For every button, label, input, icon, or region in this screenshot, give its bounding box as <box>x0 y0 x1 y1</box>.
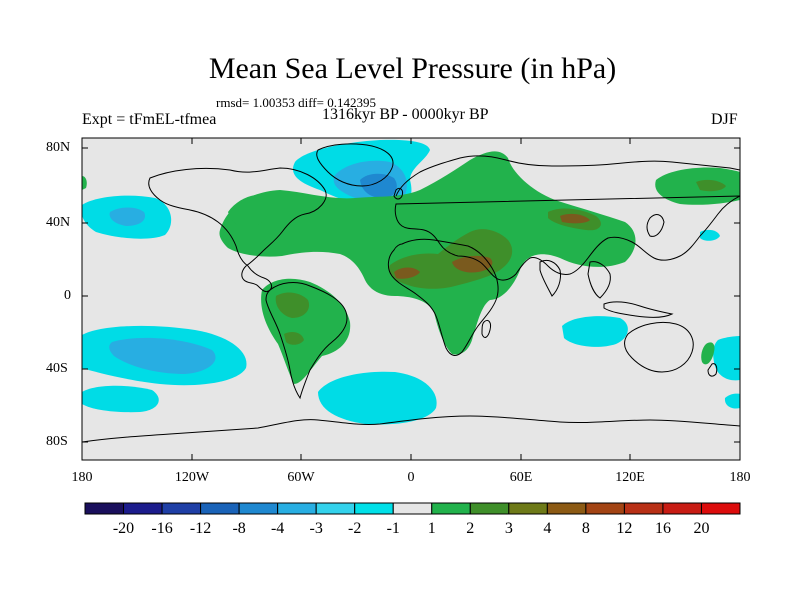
anomaly-pos-west-edge <box>82 176 87 190</box>
colorbar-swatch <box>200 502 240 515</box>
colorbar-tick-label: 1 <box>427 520 436 537</box>
colorbar-tick-label: -16 <box>151 520 173 537</box>
lon-label-180w: 180 <box>71 470 93 485</box>
anomaly-neg-nw-pacific <box>700 229 720 241</box>
lat-label-40n: 40N <box>46 215 71 230</box>
coastline-india <box>539 259 561 297</box>
colorbar-swatch <box>662 502 702 515</box>
anomaly-pos-caspian-dark <box>560 213 590 224</box>
lat-label-80n: 80N <box>46 140 71 155</box>
colorbar-tick-label: -1 <box>386 520 400 537</box>
anomaly-neg-south-atlantic <box>318 371 437 425</box>
lon-label-60e: 60E <box>509 470 533 485</box>
anomaly-neg-south-east-pacific <box>713 336 740 381</box>
coastlines <box>82 143 740 443</box>
colorbar-swatch <box>354 502 394 515</box>
coastline-new-zealand <box>707 363 718 377</box>
anomaly-field <box>82 139 740 443</box>
colorbar-swatch <box>431 502 471 515</box>
colorbar-swatch <box>238 502 279 515</box>
colorbar <box>84 502 741 515</box>
season-label: DJF <box>711 111 738 128</box>
coastline-africa <box>387 238 499 356</box>
experiment-label: Expt = tFmEL-tfmea <box>82 111 217 128</box>
anomaly-pos-south-america-south <box>284 332 304 345</box>
lat-ticks <box>82 147 740 443</box>
anomaly-pos-east-siberia <box>655 167 740 205</box>
colorbar-swatch <box>469 502 510 515</box>
colorbar-tick-label: 4 <box>543 520 552 537</box>
colorbar-swatch <box>161 502 202 515</box>
colorbar-tick-label: -20 <box>112 520 135 537</box>
anomaly-neg-indian-ocean <box>562 316 628 347</box>
colorbar-swatch <box>585 502 625 515</box>
coastline-north-america <box>148 167 327 293</box>
colorbar-swatch <box>123 502 163 515</box>
colorbar-tick-label: 2 <box>466 520 475 537</box>
lon-ticks <box>81 138 741 460</box>
colorbar-swatch <box>508 502 548 515</box>
colorbar-tick-label: -4 <box>270 520 285 537</box>
colorbar-tick-label: -3 <box>309 520 323 537</box>
coastline-uk <box>393 187 403 200</box>
anomaly-pos-north-africa-mid <box>388 229 513 289</box>
lon-label-120w: 120W <box>174 470 210 485</box>
coastline-indonesia <box>603 301 674 318</box>
colorbar-swatch <box>546 502 587 515</box>
lat-label-80s: 80S <box>46 434 68 449</box>
anomaly-pos-arabia-dark <box>452 255 493 273</box>
coastline-madagascar <box>481 319 491 338</box>
colorbar-tick-label: 20 <box>693 520 710 537</box>
colorbar-tick-label: 12 <box>616 520 633 537</box>
colorbar-tick-label: 8 <box>581 520 590 537</box>
anomaly-neg-south-pacific-west <box>82 385 159 413</box>
anomaly-neg-south-pacific-core <box>109 337 216 374</box>
lon-label-120e: 120E <box>615 470 645 485</box>
colorbar-tick-label: 16 <box>654 520 671 537</box>
colorbar-tick-label: -12 <box>189 520 212 537</box>
colorbar-swatch <box>623 502 664 515</box>
anomaly-pos-south-east-pacific <box>701 342 715 365</box>
lat-label-0: 0 <box>64 288 71 303</box>
anomaly-pos-south-america-mid <box>275 292 310 318</box>
coastline-eurasia <box>394 155 740 281</box>
coastline-south-america <box>265 282 348 400</box>
coastline-greenland <box>316 143 394 187</box>
anomaly-neg-far-south-east <box>724 393 740 409</box>
lon-label-0: 0 <box>407 470 415 485</box>
period-label: 1316kyr BP - 0000kyr BP <box>322 106 489 123</box>
colorbar-tick-label: -2 <box>348 520 362 537</box>
lon-label-60w: 60W <box>287 470 315 485</box>
colorbar-tick-label: -8 <box>232 520 246 537</box>
stats-line: rmsd= 1.00353 diff= 0.142395 <box>216 95 376 110</box>
anomaly-pos-east-siberia-dark <box>696 179 726 192</box>
lat-label-40s: 40S <box>46 361 68 376</box>
anomaly-pos-north-america <box>228 194 271 228</box>
colorbar-swatch <box>277 502 317 515</box>
colorbar-swatch <box>700 502 741 515</box>
lon-label-180e: 180 <box>729 470 751 485</box>
anomaly-pos-sahara-dark <box>394 267 420 279</box>
map-title: Mean Sea Level Pressure (in hPa) <box>208 52 617 85</box>
colorbar-swatch <box>315 502 356 515</box>
coastline-southeast-asia <box>587 261 611 299</box>
anomaly-neg-north-pacific-core <box>109 207 146 226</box>
colorbar-swatch <box>84 502 125 515</box>
coastline-japan <box>646 214 665 237</box>
colorbar-swatch <box>392 502 433 515</box>
anomaly-neg-greenland-core <box>360 173 397 199</box>
colorbar-tick-label: 3 <box>504 520 513 537</box>
coastline-antarctica <box>82 415 740 443</box>
coastline-australia <box>624 321 694 373</box>
